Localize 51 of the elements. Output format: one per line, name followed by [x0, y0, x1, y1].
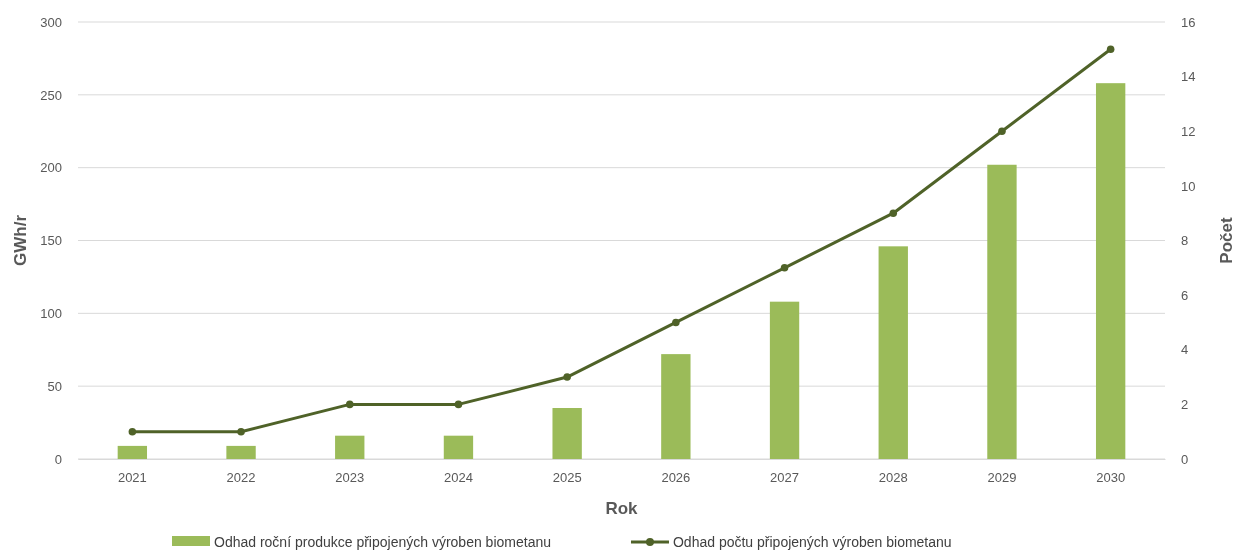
- bar: [987, 164, 1017, 459]
- bar: [226, 445, 256, 459]
- x-tick-label: 2023: [335, 470, 365, 486]
- bar: [443, 435, 474, 459]
- y-tick-label: 50: [47, 378, 62, 394]
- x-tick-label: 2022: [226, 470, 256, 486]
- y2-tick-label: 10: [1181, 178, 1196, 194]
- y2-tick-label: 0: [1181, 451, 1189, 467]
- x-tick-label: 2028: [878, 470, 908, 486]
- y-tick-label: 200: [40, 160, 62, 176]
- bar: [769, 301, 800, 459]
- bar: [335, 435, 365, 459]
- point: [563, 373, 571, 381]
- bar: [1095, 83, 1126, 459]
- y-tick-label: 150: [40, 233, 62, 249]
- x-tick-label: 2025: [552, 470, 582, 486]
- y2-tick-label: 4: [1181, 342, 1189, 358]
- legend-label: Odhad počtu připojených výroben biometanu: [672, 534, 952, 550]
- x-axis-title: Rok: [605, 499, 639, 518]
- point: [672, 318, 680, 327]
- y2-tick-label: 8: [1181, 233, 1189, 249]
- y2-tick-label: 12: [1181, 123, 1196, 139]
- x-tick-label: 2024: [443, 470, 473, 486]
- y2-tick-label: 2: [1181, 397, 1189, 413]
- point: [780, 264, 789, 272]
- y-axis-title: GWh/r: [11, 214, 30, 266]
- x-tick-label: 2021: [117, 470, 147, 486]
- legend-label: Odhad roční produkce připojených výroben biometanu: [214, 534, 551, 550]
- point: [454, 400, 463, 409]
- point: [1106, 45, 1115, 54]
- point: [237, 427, 245, 436]
- bar: [117, 445, 148, 459]
- y2-tick-label: 16: [1181, 14, 1196, 30]
- x-tick-label: 2029: [987, 470, 1017, 486]
- x-tick-label: 2030: [1096, 470, 1126, 486]
- point: [889, 209, 898, 217]
- point: [998, 127, 1006, 136]
- bar: [661, 354, 691, 459]
- y2-axis-title: Počet: [1217, 217, 1236, 264]
- y-tick-label: 100: [40, 305, 62, 321]
- y2-tick-label: 14: [1181, 69, 1196, 85]
- x-tick-label: 2027: [770, 470, 800, 486]
- y-tick-label: 300: [40, 14, 62, 30]
- point: [345, 400, 354, 409]
- point: [128, 427, 137, 436]
- y2-tick-label: 6: [1181, 287, 1189, 303]
- bar: [552, 408, 582, 459]
- y-tick-label: 250: [40, 87, 62, 103]
- bar: [878, 246, 908, 459]
- y-tick-label: 0: [54, 451, 62, 467]
- x-tick-label: 2026: [661, 470, 691, 486]
